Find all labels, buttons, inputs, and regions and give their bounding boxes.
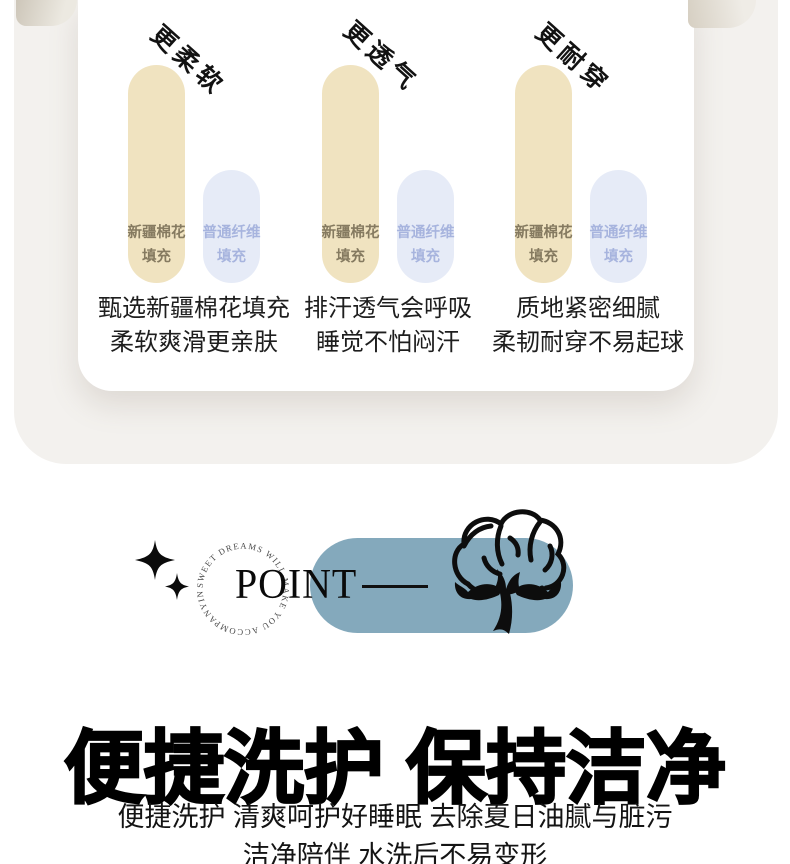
- circular-text-ring: SWEET DREAMS WILL MAKE YOU ACCOMPANYING: [195, 540, 290, 636]
- headline: 便捷洗护 保持洁净: [63, 722, 727, 813]
- bar-cotton-filling: 新疆棉花 填充: [321, 65, 380, 283]
- cotton-flower-icon: [452, 509, 567, 634]
- bar-label: 新疆棉花 填充: [321, 225, 380, 265]
- bar-label: 普通纤维 填充: [202, 225, 261, 265]
- sub-description-line1: 便捷洗护 清爽呵护好睡眠 去除夏日油腻与脏污: [117, 802, 673, 832]
- sub-description: 便捷洗护 清爽呵护好睡眠 去除夏日油腻与脏污 洁净陪伴 水洗后不易变形: [0, 798, 790, 864]
- bar-label: 新疆棉花 填充: [514, 225, 573, 265]
- bar-cotton-filling: 新疆棉花 填充: [127, 65, 186, 283]
- bar-label: 普通纤维 填充: [396, 225, 455, 265]
- bar-cotton-filling: 新疆棉花 填充: [514, 65, 573, 283]
- point-dash-line: [362, 585, 428, 588]
- bar-ordinary-fiber: 普通纤维 填充: [202, 170, 261, 283]
- caption-durable: 质地紧密细腻 柔韧耐穿不易起球: [492, 295, 684, 356]
- caption-softer: 甄选新疆棉花填充 柔软爽滑更亲肤: [98, 295, 290, 356]
- sub-description-line2: 洁净陪伴 水洗后不易变形: [242, 841, 548, 864]
- bar-ordinary-fiber: 普通纤维 填充: [396, 170, 455, 283]
- point-title: POINT: [235, 562, 358, 608]
- bar-label: 普通纤维 填充: [589, 225, 648, 265]
- bar-label: 新疆棉花 填充: [127, 225, 186, 265]
- sparkles-icon: [135, 540, 189, 600]
- bar-ordinary-fiber: 普通纤维 填充: [589, 170, 648, 283]
- caption-breathable: 排汗透气会呼吸 睡觉不怕闷汗: [304, 295, 472, 356]
